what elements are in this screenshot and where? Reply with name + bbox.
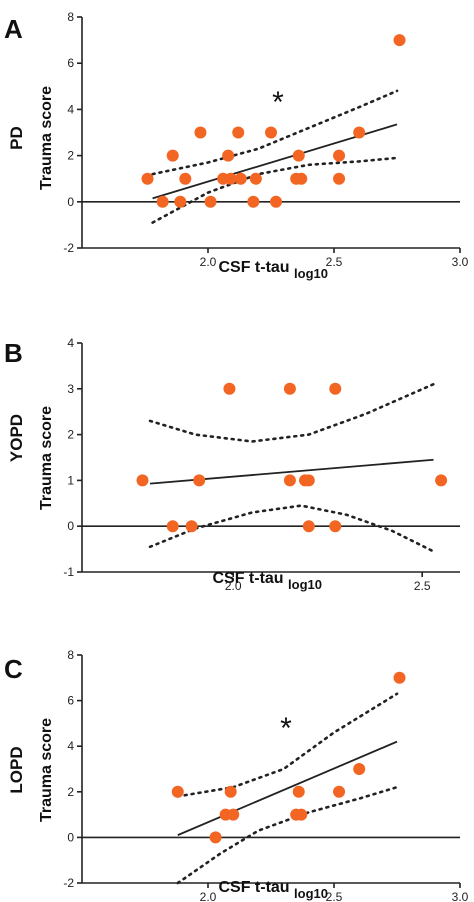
data-point [227,808,240,821]
significance-marker-c: * [280,712,292,745]
data-point [223,382,236,395]
y-tick-label: 2 [67,785,74,799]
y-tick-label: -1 [63,565,74,579]
y-tick-label: -2 [63,876,74,890]
y-tick-label: 3 [67,382,74,396]
data-point [329,382,342,395]
y-tick-label: 0 [67,830,74,844]
data-point [353,763,366,775]
data-point [185,520,198,533]
y-tick-label: 0 [67,195,74,209]
data-point [174,195,187,208]
x-tick-label: 3.0 [452,890,469,902]
x-axis-label-b: CSF t-tau log10 [212,570,322,592]
data-point [393,34,406,47]
data-point [265,126,277,139]
data-point [333,172,346,185]
data-point [141,172,154,185]
data-point [166,520,179,533]
y-tick-label: 4 [67,739,74,753]
x-tick-label: 2.0 [200,890,217,902]
regression-line [177,740,398,836]
data-point [292,149,305,162]
y-tick-label: 2 [67,428,74,442]
panel-letter-b: B [4,338,23,368]
data-point [393,671,406,684]
x-axis-label-c: CSF t-tau log10 [218,879,328,901]
data-point [193,474,206,487]
ci-lower-band [151,156,399,224]
panel-a: -2 0 2 4 6 8 2.0 2.5 3.0 A PD Trauma score CSF t-tau… [4,10,469,281]
y-axis-label-b: Trauma score [38,406,55,510]
panel-b: -1 0 1 2 3 4 2.0 2.5 B YOPD Trauma score CSF t-tau … [4,336,460,593]
y-tick-label: 6 [67,56,74,70]
data-point [329,520,342,533]
x-tick-label: 2.5 [414,579,431,593]
data-point [222,149,235,162]
ci-upper-band [148,382,435,443]
y-tick-label: 0 [67,519,74,533]
x-axis-label-a: CSF t-tau log10 [218,259,328,281]
data-point [249,172,262,185]
data-point [283,382,296,395]
data-point [224,172,237,185]
y-tick-label: 8 [67,648,74,662]
data-point [194,126,207,139]
y-tick-label: 4 [67,336,74,350]
x-tick-label: 2.5 [326,890,343,902]
data-point [283,474,296,487]
data-point [179,172,192,185]
ci-lower-band [176,785,399,885]
group-label-lopd: LOPD [7,746,26,793]
data-point [136,474,149,487]
data-point [209,831,222,844]
y-tick-label: 6 [67,694,74,708]
data-point [171,785,184,798]
data-point [435,474,448,487]
data-point [333,149,346,162]
panel-letter-a: A [4,14,23,44]
data-point [204,195,217,208]
x-tick-label: 3.0 [452,255,469,269]
data-point [234,172,247,185]
data-point [333,785,346,798]
data-point [292,785,305,798]
y-tick-label: 4 [67,102,74,116]
x-tick-label: 2.0 [200,255,217,269]
data-point [295,172,308,185]
data-point [353,126,366,139]
data-point [270,195,283,208]
y-tick-label: 1 [67,473,74,487]
ci-upper-band [151,89,399,176]
data-point [295,808,308,821]
x-tick-label: 2.5 [326,255,343,269]
data-point [302,474,315,487]
group-label-pd: PD [7,126,26,150]
panel-letter-c: C [4,654,23,684]
y-axis-label-c: Trauma score [38,718,55,822]
data-point [224,785,237,798]
data-point [302,520,315,533]
data-point [232,126,245,139]
y-tick-label: 8 [67,10,74,24]
panel-c: -2 0 2 4 6 8 2.0 2.5 3.0 C LOPD Trauma score CSF t-t… [4,648,469,902]
y-tick-label: -2 [63,241,74,255]
x-tick-label: 2.0 [225,579,242,593]
data-point [166,149,179,162]
ci-upper-band [176,692,399,798]
y-tick-label: 2 [67,149,74,163]
group-label-yopd: YOPD [7,414,26,462]
data-point [247,195,260,208]
data-point [156,195,169,208]
significance-marker-a: * [272,86,284,119]
y-axis-label-a: Trauma score [38,86,55,190]
